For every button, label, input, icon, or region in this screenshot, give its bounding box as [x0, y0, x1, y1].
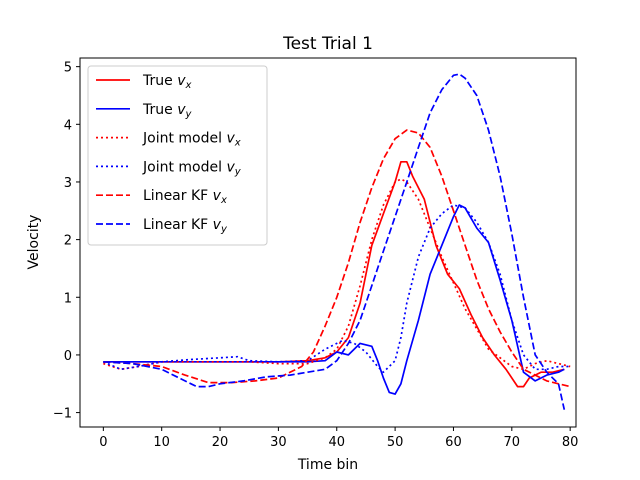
x-tick-label: 20 [212, 435, 229, 450]
legend: True vx True vy Joint model vx Joint model … [87, 65, 268, 246]
y-tick-label: 5 [64, 61, 72, 76]
x-tick-label: 10 [153, 435, 170, 450]
y-tick-label: 0 [64, 349, 72, 364]
y-tick-label: −1 [53, 407, 72, 422]
legend-label: Linear KF vx [143, 188, 227, 206]
x-tick-label: 70 [504, 435, 521, 450]
series-line-4 [103, 129, 571, 388]
legend-label: Linear KF vy [143, 217, 228, 235]
y-tick-label: 4 [64, 118, 72, 133]
x-tick-label: 50 [387, 435, 404, 450]
x-tick-label: 80 [562, 435, 579, 450]
x-tick-label: 0 [99, 435, 107, 450]
x-tick-label: 30 [270, 435, 287, 450]
legend-label: Joint model vy [142, 159, 242, 177]
legend-box [87, 65, 268, 246]
x-axis-label: Time bin [297, 457, 358, 473]
legend-label: Joint model vx [142, 131, 241, 149]
x-tick-label: 40 [328, 435, 345, 450]
legend-label: True vy [142, 102, 192, 120]
y-tick-label: 2 [64, 234, 72, 249]
x-axis: 0 10 20 30 40 50 60 70 80 [99, 427, 578, 450]
chart-title: Test Trial 1 [282, 34, 373, 54]
x-tick-label: 60 [445, 435, 462, 450]
y-tick-label: 1 [64, 291, 72, 306]
plot-area [79, 57, 577, 428]
series-line-5 [103, 73, 566, 410]
y-axis-label: Velocity [26, 215, 42, 270]
y-axis: −1 0 1 2 3 4 5 [53, 61, 80, 422]
axes-frame [79, 57, 577, 428]
y-tick-label: 3 [64, 176, 72, 191]
legend-label: True vx [142, 73, 191, 91]
series-line-1 [103, 204, 565, 395]
